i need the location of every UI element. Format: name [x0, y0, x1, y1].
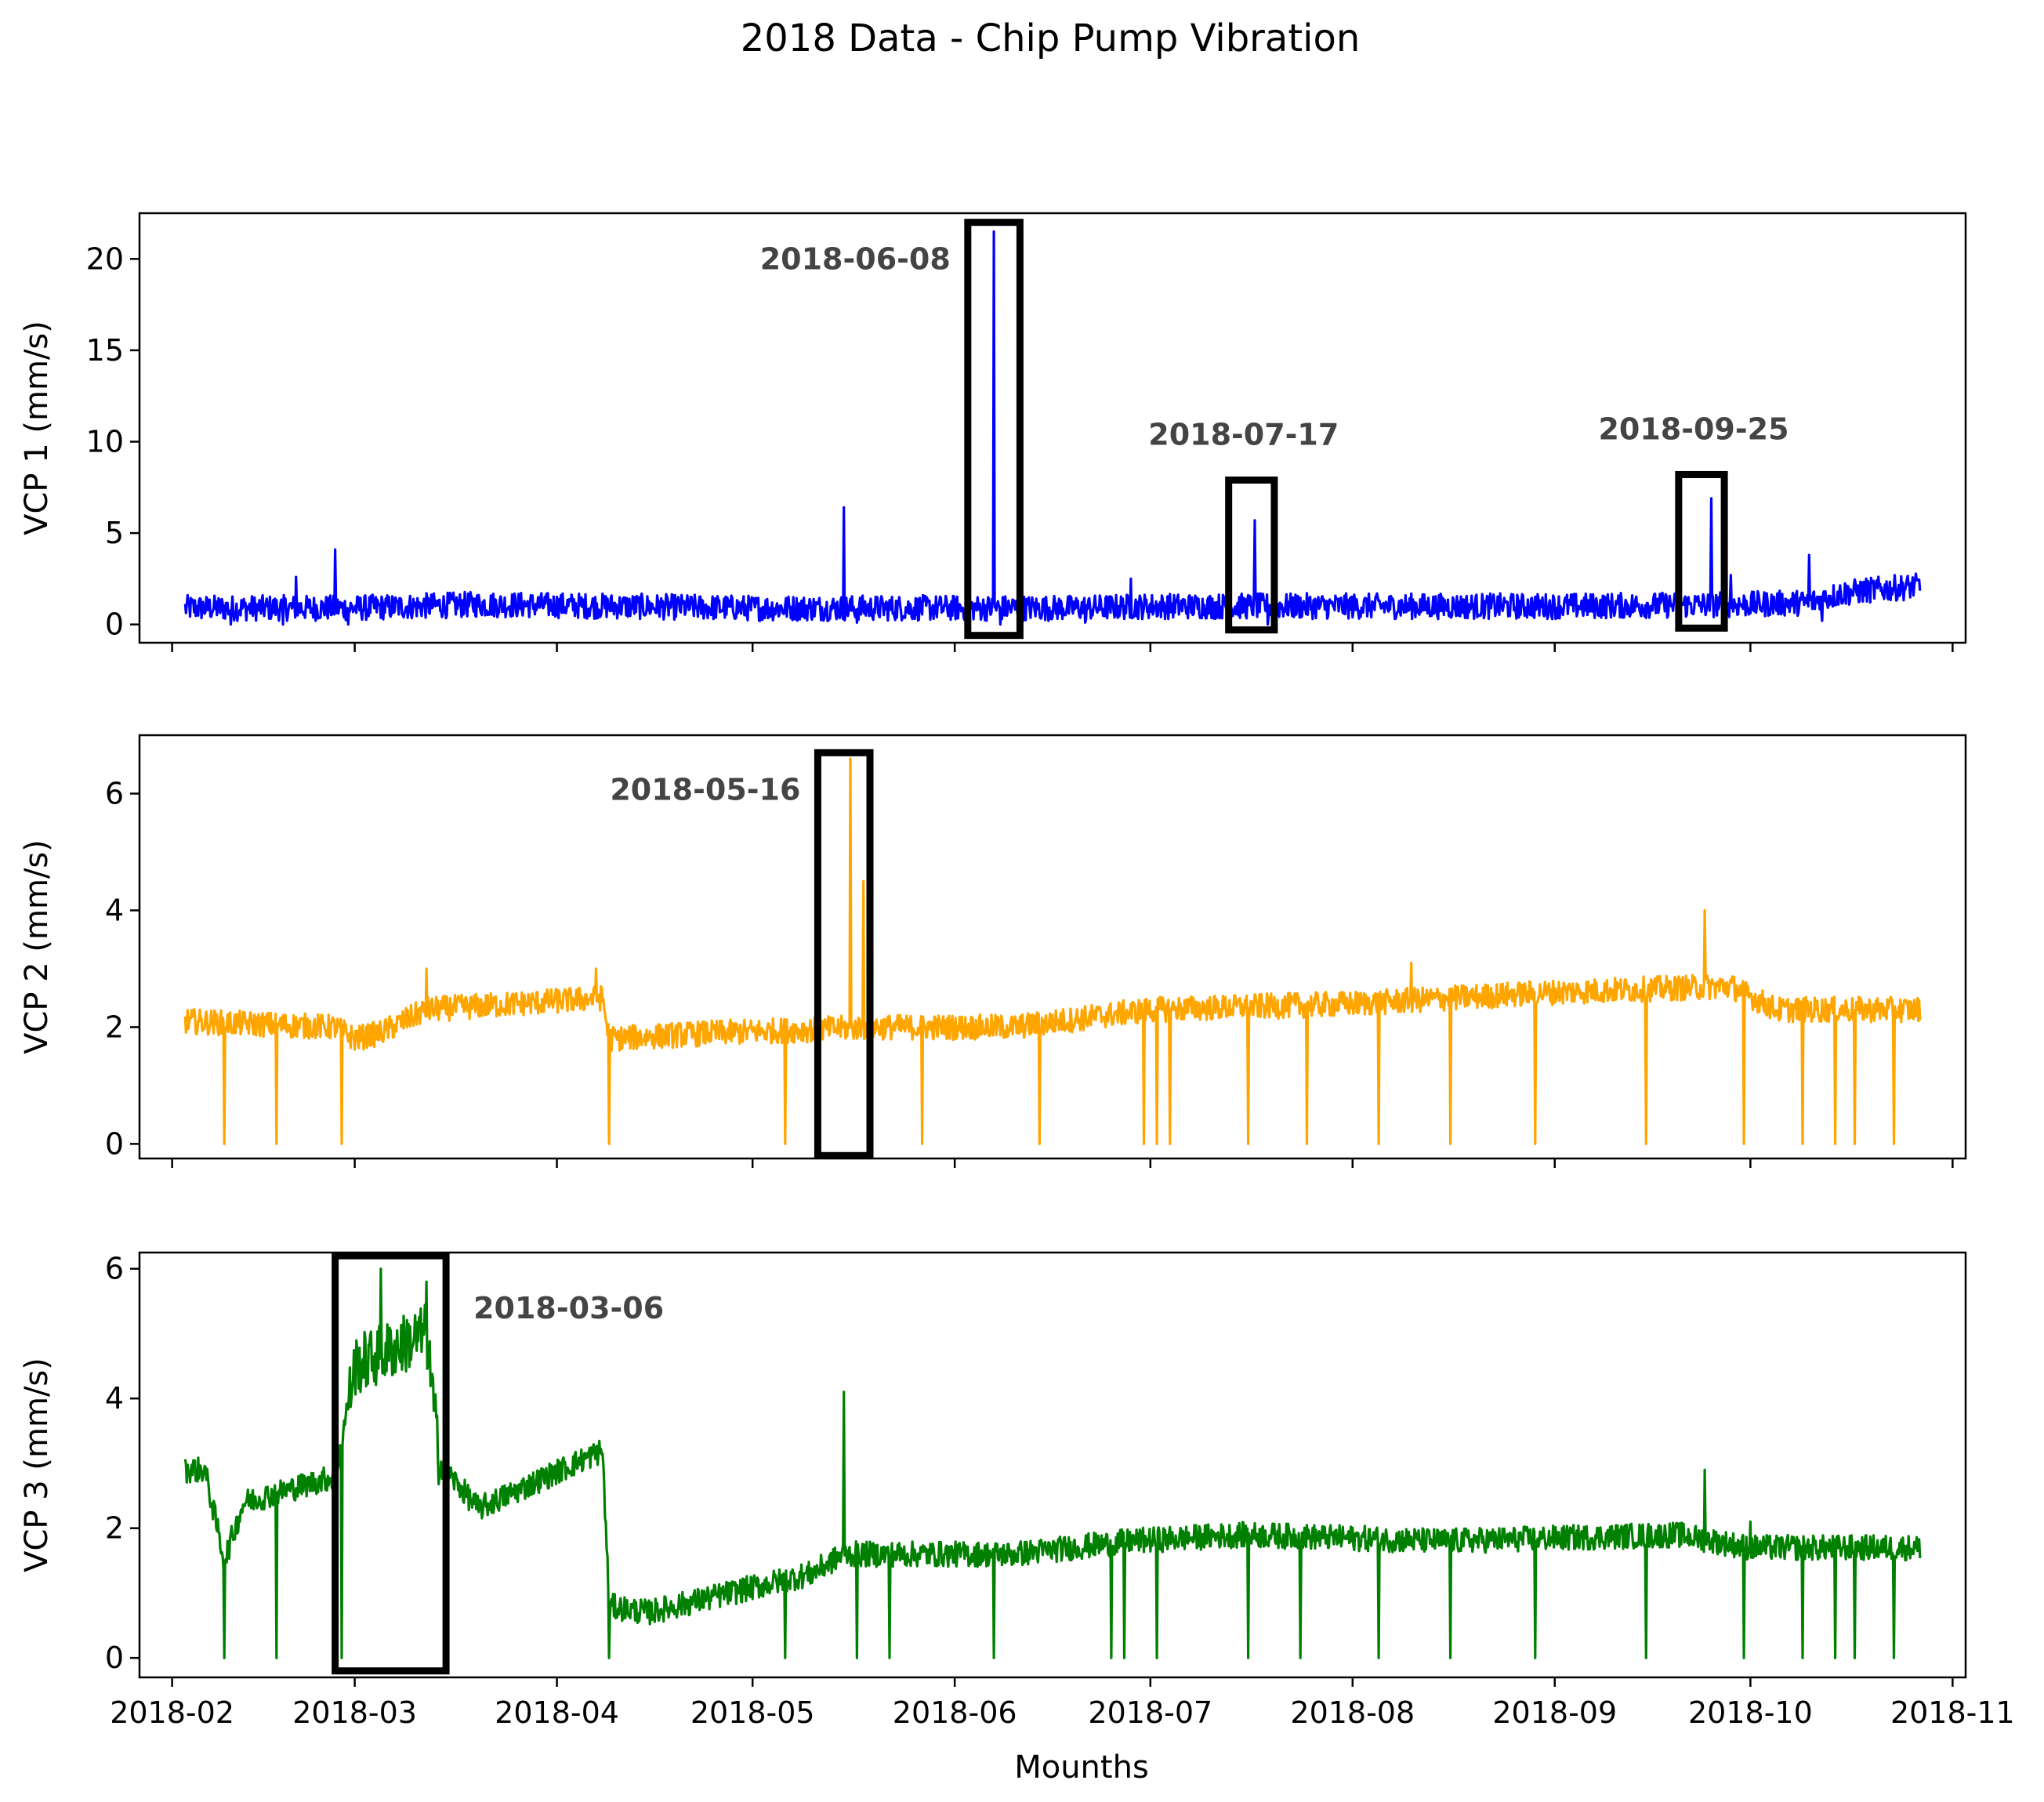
x-tick-label: 2018-07 [1088, 1695, 1212, 1730]
x-tick-label: 2018-10 [1688, 1695, 1813, 1730]
y-tick-label: 0 [105, 607, 124, 642]
y-tick-label: 15 [86, 333, 124, 368]
y-tick-label: 4 [105, 893, 124, 927]
highlight-box [814, 749, 874, 1159]
y-tick-label: 6 [105, 776, 124, 810]
series-line [183, 757, 1922, 1145]
highlight-box [964, 219, 1024, 640]
y-tick-label: 0 [105, 1641, 124, 1675]
x-tick-label: 2018-08 [1290, 1695, 1415, 1730]
axes-frame [138, 1251, 1967, 1679]
highlight-annotation: 2018-03-06 [473, 1291, 664, 1325]
y-tick-label: 0 [105, 1126, 124, 1161]
highlight-box [1675, 470, 1728, 632]
y-tick-label: 6 [105, 1252, 124, 1286]
x-tick-label: 2018-05 [690, 1695, 815, 1730]
y-axis-label: VCP 1 (mm/s) [19, 321, 55, 535]
y-tick-label: 2 [105, 1511, 124, 1546]
x-tick-label: 2018-02 [110, 1695, 234, 1730]
figure-title: 2018 Data - Chip Pump Vibration [741, 16, 1361, 60]
highlight-annotation: 2018-06-08 [760, 242, 951, 277]
axes-frame [138, 734, 1967, 1160]
x-tick-label: 2018-03 [292, 1695, 417, 1730]
subplot-3: 0 2 4 6 2018-02 2018-03 2018-04 2018-05 2018-06 2… [19, 1252, 2015, 1730]
series-line [183, 1267, 1922, 1659]
highlight-annotation: 2018-05-16 [610, 772, 800, 807]
x-tick-label: 2018-09 [1492, 1695, 1617, 1730]
highlight-box [1225, 476, 1278, 634]
highlight-annotation: 2018-07-17 [1148, 417, 1339, 451]
axes-frame [138, 212, 1967, 644]
series-line [183, 230, 1922, 626]
y-axis-label: VCP 2 (mm/s) [19, 839, 55, 1054]
y-tick-label: 20 [86, 241, 124, 276]
x-tick-label: 2018-04 [495, 1695, 619, 1730]
highlight-annotation: 2018-09-25 [1598, 412, 1788, 446]
y-tick-label: 2 [105, 1010, 124, 1044]
y-tick-label: 4 [105, 1381, 124, 1416]
highlight-box [332, 1252, 450, 1675]
y-tick-label: 5 [105, 516, 124, 550]
y-tick-label: 10 [86, 424, 124, 459]
x-tick-label: 2018-06 [893, 1695, 1017, 1730]
y-axis-label: VCP 3 (mm/s) [19, 1358, 55, 1572]
x-tick-label: 2018-11 [1890, 1695, 2015, 1730]
subplot-1: 0 5 10 15 20 VCP 1 (mm/s) 2018-06-08 2018-07-17… [19, 212, 1967, 652]
subplot-2: 0 2 4 6 VCP 2 (mm/s) 2018-05-16 [19, 734, 1967, 1168]
x-axis-label: Mounths [1014, 1749, 1149, 1786]
